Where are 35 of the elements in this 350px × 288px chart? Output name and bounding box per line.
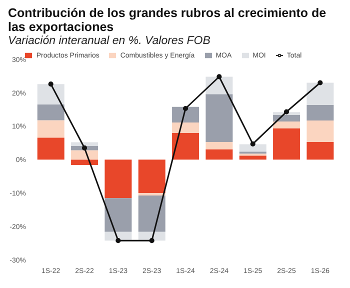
bar — [138, 160, 166, 194]
chart-subtitle: Variación interanual en %. Valores FOB — [8, 34, 212, 48]
bar — [206, 149, 233, 160]
bar — [306, 82, 334, 105]
point — [116, 238, 121, 244]
bar — [37, 104, 64, 120]
bar — [138, 195, 166, 232]
bar — [104, 198, 132, 232]
bar — [273, 128, 300, 160]
point — [82, 145, 88, 151]
bar — [172, 106, 200, 123]
chart-title: Contribución de los grandes rubros al crecimiento de las exportaciones — [8, 6, 328, 34]
bar — [306, 104, 334, 121]
point — [182, 106, 188, 112]
point — [149, 238, 154, 244]
bar — [104, 160, 132, 198]
bar — [273, 122, 300, 128]
bar — [239, 156, 266, 160]
bar — [37, 138, 64, 160]
bar — [172, 122, 200, 133]
bar — [71, 150, 98, 160]
bar — [306, 142, 334, 160]
bar — [37, 120, 64, 138]
point — [216, 74, 222, 80]
bar — [306, 120, 334, 142]
point — [48, 82, 54, 87]
point — [318, 80, 323, 86]
bar — [71, 160, 98, 166]
bar — [239, 144, 266, 152]
point — [250, 141, 256, 147]
point — [284, 109, 290, 114]
bar — [206, 94, 233, 142]
bar — [206, 142, 233, 150]
bar — [172, 132, 200, 160]
bar — [37, 84, 64, 104]
